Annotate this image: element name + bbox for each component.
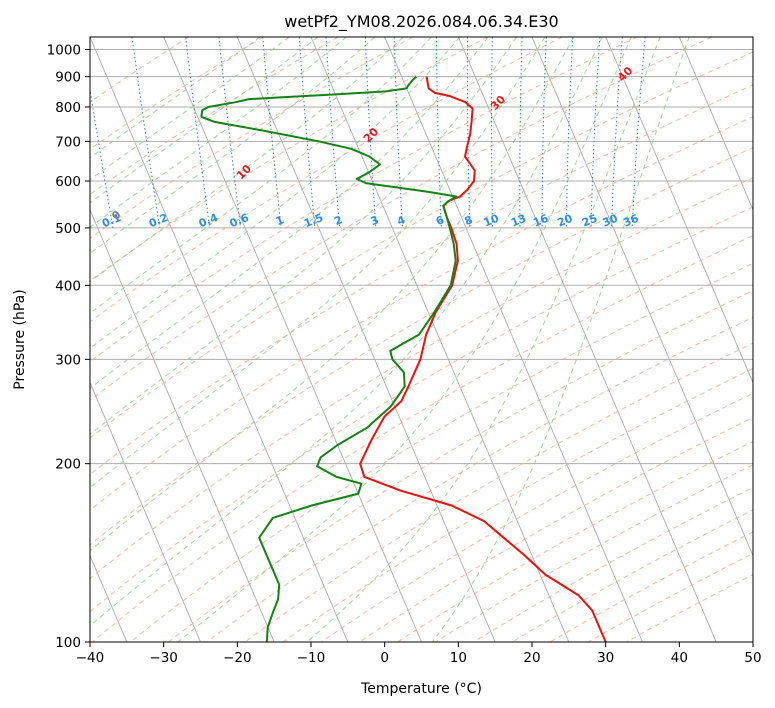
- moist-adiabat-line: [90, 37, 376, 255]
- dry-adiabat-line: [90, 51, 753, 439]
- isotherm-line: [384, 37, 643, 642]
- dry-adiabat-line: [90, 37, 414, 239]
- moist-adiabat-line: [90, 37, 261, 159]
- y-tick-label: 700: [55, 134, 81, 150]
- y-tick-label: 800: [55, 100, 81, 116]
- mixing-ratio-label: 3: [369, 213, 381, 228]
- mixing-ratio-line: [262, 37, 282, 228]
- mixing-ratio-line: [631, 37, 646, 228]
- dry-adiabat-line: [206, 316, 753, 642]
- temperature-profile: [359, 76, 607, 642]
- mixing-ratio-label: 30: [601, 212, 620, 230]
- y-tick-label: 400: [55, 278, 81, 294]
- profile-lines: [200, 75, 607, 642]
- x-tick-label: −40: [76, 650, 105, 666]
- moist-adiabat-line: [90, 37, 404, 283]
- isotherm-line: [678, 37, 753, 212]
- x-tick-label: 50: [744, 650, 761, 666]
- moist-adiabat-line: [90, 37, 575, 552]
- mixing-ratio-label: 13: [509, 212, 528, 230]
- y-tick-label: 300: [55, 352, 81, 368]
- moist-adiabat-line: [90, 37, 319, 204]
- mixing-ratio-label: 25: [580, 212, 599, 230]
- y-tick-label: 1000: [47, 43, 81, 59]
- dry-adiabat-line: [90, 37, 488, 282]
- isotherm-line: [605, 37, 753, 384]
- y-tick-label: 200: [55, 457, 81, 473]
- moist-adiabat-line: [90, 37, 546, 489]
- dry-adiabat-line: [130, 262, 753, 642]
- y-tick-label: 600: [55, 174, 81, 190]
- mixing-ratio-line: [131, 37, 161, 228]
- x-tick-label: 40: [671, 650, 688, 666]
- dewpoint-profile: [200, 75, 458, 642]
- dry-adiabat-line: [90, 116, 753, 511]
- dry-adiabat-line: [90, 84, 753, 476]
- mixing-ratio-line: [185, 37, 211, 228]
- x-tick-label: 20: [523, 650, 540, 666]
- isotherm-line: [90, 381, 201, 642]
- dry-adiabat-line: [90, 146, 753, 546]
- x-tick-label: −10: [297, 650, 326, 666]
- plot-frame: [89, 36, 754, 643]
- dry-adiabat-line: [90, 37, 339, 196]
- x-tick-label: 30: [597, 650, 614, 666]
- y-tick-label: 500: [55, 221, 81, 237]
- mixing-ratio-label: 16: [531, 212, 550, 230]
- isotherm-line: [90, 208, 275, 642]
- chart-title: wetPf2_YM08.2026.084.06.34.E30: [284, 12, 558, 32]
- moist-adiabat-line: [90, 37, 347, 228]
- mixing-ratio-label: 2: [332, 213, 344, 228]
- isotherm-line: [236, 37, 496, 642]
- dry-adiabat-line: [282, 367, 753, 642]
- x-tick-label: −20: [223, 650, 252, 666]
- moist-adiabat-line: [90, 37, 461, 350]
- mixing-ratio-line: [298, 37, 316, 228]
- plot-background: [90, 37, 753, 642]
- y-axis-title: Pressure (hPa): [12, 289, 28, 389]
- x-tick-label: −30: [149, 650, 178, 666]
- background-lines: [90, 37, 753, 642]
- moist-adiabat-line: [90, 37, 517, 435]
- axes: −40 −30 −20 −10 0 10 20 30 40 50 1000 900 800 700 600 5…: [47, 43, 762, 666]
- moist-adiabat-line: [90, 37, 290, 181]
- mixing-ratio-label: 36: [621, 212, 640, 230]
- isotherm-line: [457, 37, 717, 642]
- mixing-ratio-line: [218, 37, 241, 228]
- y-tick-label: 900: [55, 70, 81, 86]
- moist-adiabat-line: [177, 37, 632, 642]
- mixing-ratio-label: 8: [463, 213, 475, 228]
- isotherm-line: [163, 37, 422, 642]
- isotherm-line: [531, 37, 753, 557]
- moist-adiabat-line: [431, 37, 690, 642]
- y-tick-label: 100: [55, 635, 81, 651]
- mixing-ratio-label: 20: [555, 212, 574, 230]
- mixing-ratio-label: 1: [274, 213, 286, 228]
- mixing-ratio-label: 10: [482, 212, 501, 230]
- dry-adiabat-line: [90, 206, 753, 613]
- dry-adiabat-line: [90, 37, 563, 323]
- x-tick-label: 10: [450, 650, 467, 666]
- moist-adiabat-line: [90, 37, 603, 627]
- mixing-ratio-line: [90, 86, 114, 228]
- x-tick-label: 0: [380, 650, 389, 666]
- isotherm-line: [90, 37, 349, 642]
- moist-adiabat-line: [306, 37, 661, 642]
- x-axis-title: Temperature (°C): [360, 681, 482, 697]
